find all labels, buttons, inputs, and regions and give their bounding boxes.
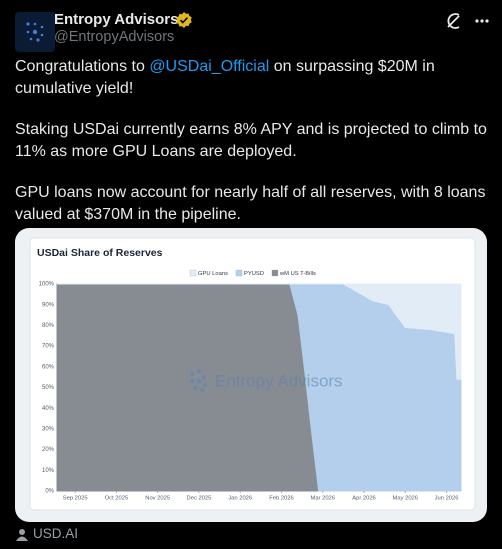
x-tick-label: Dec 2025 xyxy=(187,496,212,502)
y-tick-label: 20% xyxy=(42,447,55,453)
y-tick-label: 60% xyxy=(42,364,55,370)
watermark: Entropy Advisors xyxy=(190,369,343,392)
legend-swatch xyxy=(235,269,243,277)
watermark-dot xyxy=(193,386,197,390)
y-tick-label: 80% xyxy=(42,323,55,329)
y-tick-label: 100% xyxy=(39,282,55,288)
y-tick-label: 40% xyxy=(42,406,55,412)
watermark-text: Entropy Advisors xyxy=(215,371,343,390)
legend-swatch xyxy=(189,269,197,277)
x-tick-label: Apr 2026 xyxy=(352,496,376,502)
x-tick-label: Mar 2026 xyxy=(311,496,336,502)
watermark-dot xyxy=(197,369,201,373)
author-name[interactable]: Entropy Advisors xyxy=(54,11,179,28)
watermark-dot xyxy=(200,388,204,392)
x-tick-label: Jun 2026 xyxy=(435,496,459,502)
verified-badge xyxy=(176,12,192,28)
x-tick-label: May 2026 xyxy=(393,496,418,502)
y-tick-label: 50% xyxy=(42,385,55,391)
y-tick-label: 90% xyxy=(42,302,55,308)
y-tick-label: 70% xyxy=(42,344,55,350)
y-tick-label: 0% xyxy=(45,489,54,495)
grok-button[interactable] xyxy=(447,13,460,29)
x-tick-label: Oct 2025 xyxy=(105,496,129,502)
post-body: Congratulations to @USDai_Official on su… xyxy=(15,56,491,245)
paragraph: GPU loans now account for nearly half of… xyxy=(15,184,486,223)
x-tick-label: Sep 2025 xyxy=(63,496,88,502)
x-tick-label: Jan 2026 xyxy=(228,496,252,502)
header-actions xyxy=(447,13,489,29)
avatar[interactable] xyxy=(15,12,55,52)
watermark-dot xyxy=(197,379,201,383)
chart-title: USDai Share of Reserves xyxy=(37,247,163,259)
watermark-dot xyxy=(190,372,194,376)
x-tick-label: Nov 2025 xyxy=(145,496,170,502)
legend-swatch xyxy=(271,269,279,277)
watermark-dot xyxy=(190,379,194,383)
y-tick-label: 30% xyxy=(42,426,55,432)
legend-label: wM US T-Bills xyxy=(279,271,316,277)
paragraph: Congratulations to @USDai_Official on su… xyxy=(15,56,491,100)
y-tick-label: 10% xyxy=(42,468,55,474)
mention-link[interactable]: @USDai_Official xyxy=(149,58,270,75)
legend-label: PYUSD xyxy=(244,271,264,277)
area xyxy=(57,283,462,380)
person-icon xyxy=(16,529,28,541)
watermark-dot xyxy=(202,375,206,379)
text: on surpassing $20M in cumulative yield! xyxy=(15,58,435,97)
author-handle[interactable]: @EntropyAdvisors xyxy=(54,29,175,45)
more-button[interactable] xyxy=(475,19,489,23)
legend-label: GPU Loans xyxy=(198,271,228,277)
x-tick-label: Feb 2026 xyxy=(269,496,294,502)
card-source[interactable]: USD.AI xyxy=(33,526,79,541)
text: Congratulations to xyxy=(15,58,150,75)
media-card[interactable]: USDai Share of Reserves 0% 10% 20% 30% 40% 50… xyxy=(15,228,487,522)
chart: USDai Share of Reserves 0% 10% 20% 30% 40% 50… xyxy=(29,237,476,511)
watermark-dot xyxy=(203,383,207,387)
paragraph: Staking USDai currently earns 8% APY and… xyxy=(15,121,487,160)
